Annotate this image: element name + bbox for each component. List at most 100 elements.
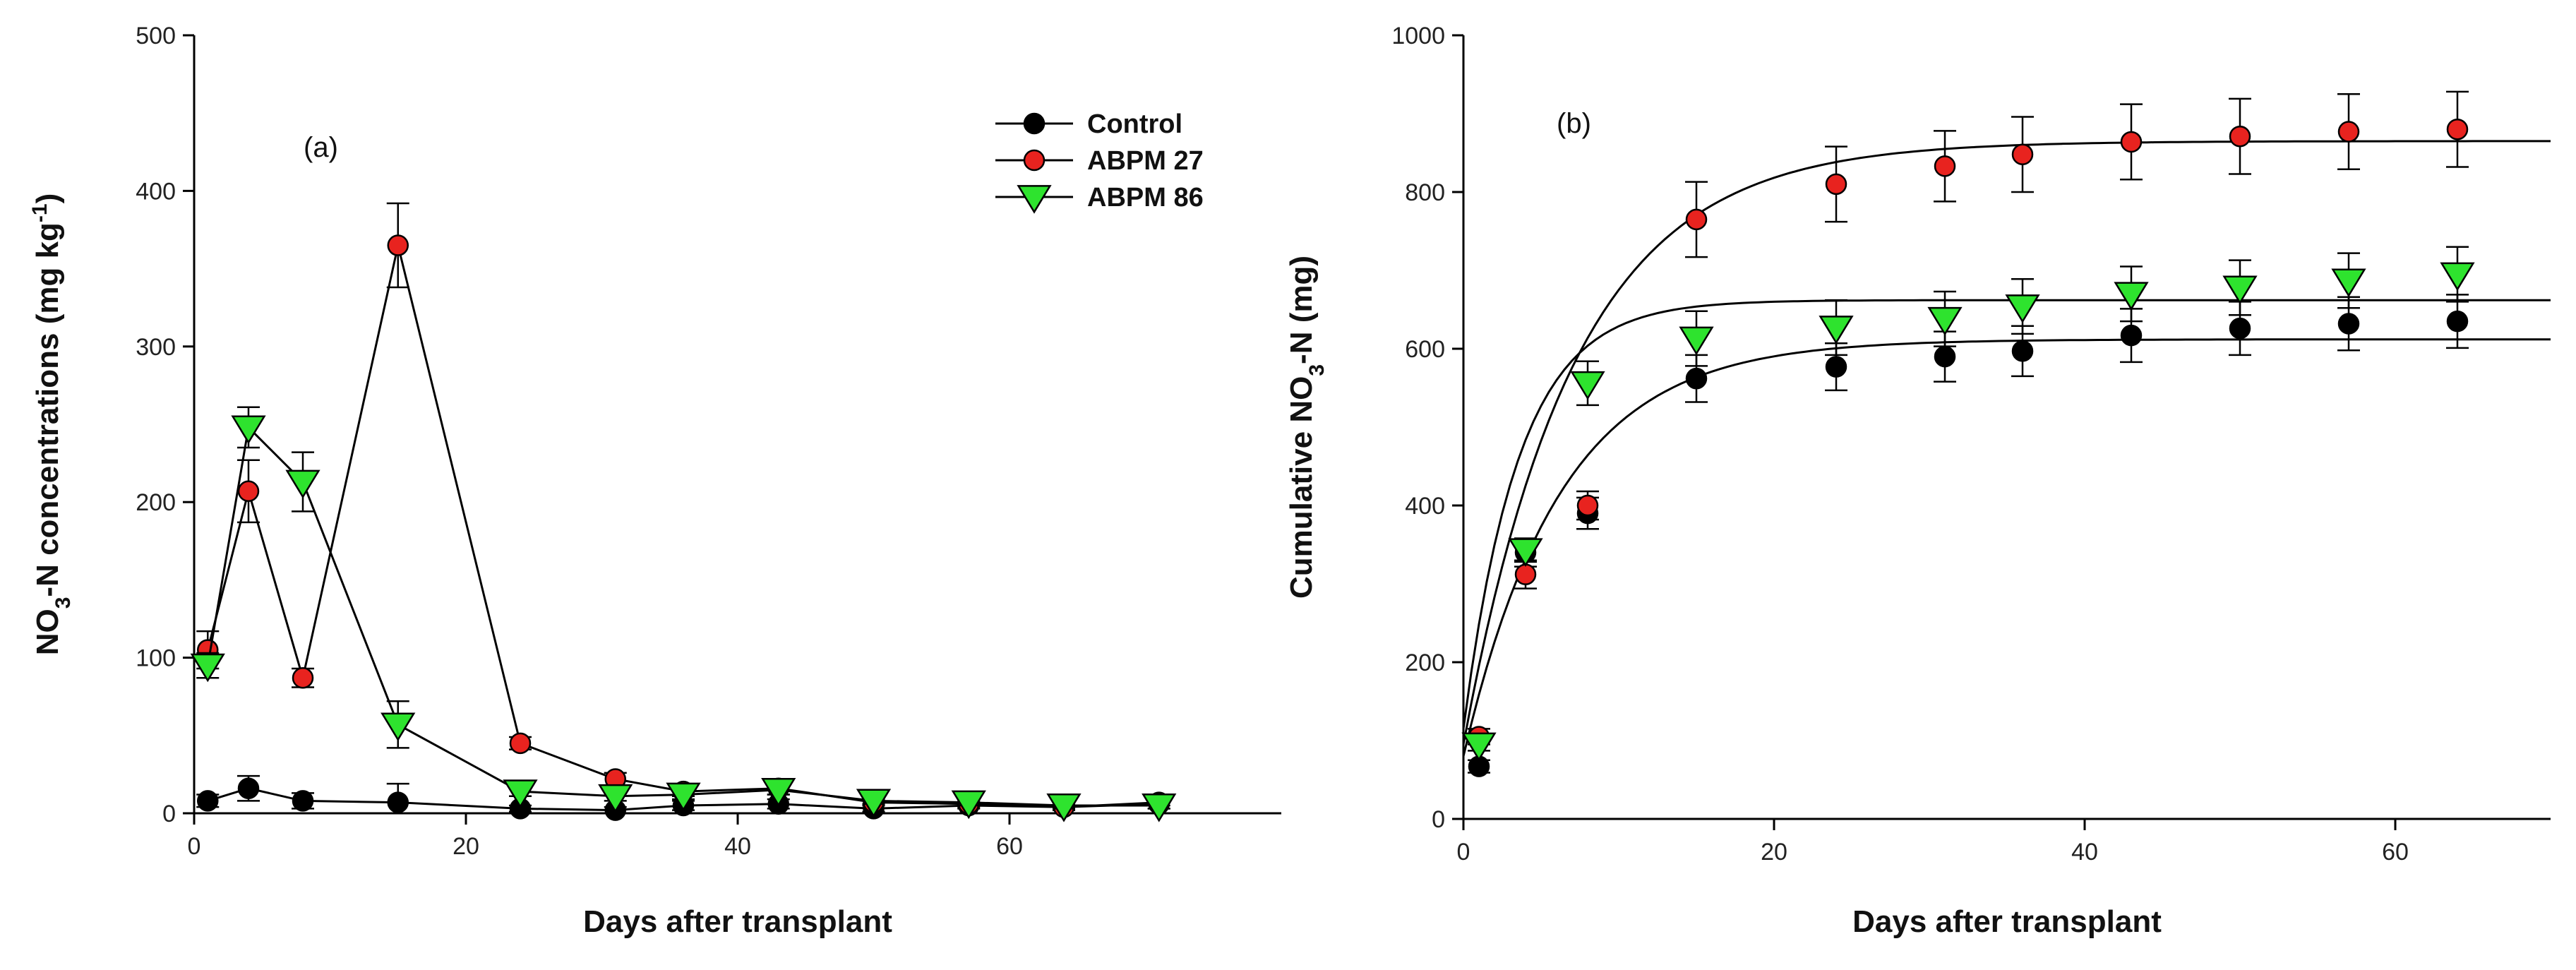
series-abpm-86 [1461,246,2475,762]
legend-label: ABPM 86 [1087,183,1204,212]
fit-curve [1462,338,2551,757]
data-point [1570,371,1605,400]
data-point [598,784,633,813]
data-point [1934,155,1956,177]
series-abpm-27 [196,202,1170,818]
data-point [1819,316,1854,345]
data-point [856,789,892,818]
data-point [2337,121,2360,143]
y-tick-label-a: 100 [136,645,176,672]
x-tick-label-b: 20 [1761,839,1787,866]
y-tick-label-a: 300 [136,334,176,361]
y-axis-title-part: -N (mg) [1284,256,1319,364]
data-point [2120,324,2143,347]
data-point [387,234,409,256]
data-point [951,790,986,820]
data-point [2337,313,2360,335]
x-tick-label-a: 20 [453,833,479,860]
data-point [2229,125,2251,148]
y-tick-label-b: 600 [1405,336,1445,363]
y-tick-label-a: 400 [136,178,176,205]
legend-marker [1017,185,1052,214]
y-tick-label-b: 200 [1405,649,1445,676]
x-tick-label-a: 40 [724,833,751,860]
data-point [503,779,538,808]
data-point [2005,294,2040,323]
data-point [231,415,266,445]
data-point [381,712,416,742]
series-line [206,425,1159,807]
data-point [237,480,260,503]
data-point [1142,794,1177,822]
data-point [1461,732,1497,762]
series-line [206,245,1159,808]
data-point [387,791,409,813]
data-point [1825,356,1847,378]
panel-label-b: (b) [1557,108,1591,139]
legend-marker [1023,149,1046,172]
data-point [1934,345,1956,368]
y-axis-title-part: 3 [1305,364,1329,376]
data-point [666,782,701,812]
fit-curve [1462,299,2551,729]
y-axis-title-part: NO [30,609,65,655]
data-point [190,653,225,683]
y-tick-label-a: 500 [136,23,176,49]
data-point [2440,262,2475,292]
y-tick-label-b: 1000 [1391,23,1445,49]
data-point [292,667,314,689]
series-abpm-27 [1468,90,2469,748]
y-tick-label-a: 200 [136,489,176,516]
panel-label-a: (a) [304,132,338,163]
x-axis-title-a: Days after transplant [583,904,892,939]
x-tick-label-b: 40 [2071,839,2098,866]
data-point [1927,306,1963,336]
y-axis-title-part: -1 [28,203,52,222]
fit-curve [1462,140,2551,745]
data-point [2222,275,2258,305]
data-point [509,732,532,755]
series-control [1468,294,2469,777]
x-axis-title-b: Days after transplant [1852,904,2162,939]
x-tick-label-a: 0 [188,833,201,860]
y-axis-title-part: 3 [52,597,75,609]
y-tick-label-b: 0 [1432,806,1445,833]
data-point [2120,131,2143,153]
y-tick-label-a: 0 [162,801,176,827]
x-tick-label-b: 60 [2382,839,2409,866]
data-point [1514,563,1537,585]
data-point [1576,494,1599,517]
data-point [2011,143,2034,165]
y-tick-label-b: 800 [1405,179,1445,206]
legend-label: Control [1087,109,1182,139]
data-point [1825,173,1847,196]
y-tick-label-b: 400 [1405,493,1445,520]
data-point [2114,282,2149,311]
y-axis-title-part: -N concentrations (mg kg [30,222,65,597]
data-point [2011,340,2034,362]
data-point [292,790,314,812]
y-axis-title-part: Cumulative NO [1284,376,1319,599]
data-point [1685,367,1708,390]
data-point [285,469,320,499]
legend-a: Control ABPM 27 ABPM 86 [995,109,1204,214]
data-point [1685,208,1708,231]
legend-marker [1023,112,1046,135]
data-point [2446,118,2469,140]
data-point [2229,317,2251,340]
chart-panel-b: (b) Days after transplant Cumulative NO3… [1284,23,2551,939]
chart-panel-a: (a) Days after transplant NO3-N concentr… [28,23,1281,939]
x-tick-label-a: 60 [996,833,1023,860]
data-point [1679,326,1714,356]
x-tick-label-b: 0 [1457,839,1470,866]
data-point [2446,310,2469,333]
data-point [761,778,796,807]
data-point [2331,268,2366,298]
y-axis-title-b: Cumulative NO3-N (mg) [1284,256,1329,599]
series-abpm-86 [190,406,1177,822]
data-point [237,777,260,799]
y-axis-title-part: ) [30,193,65,204]
data-point [197,790,219,812]
legend-label: ABPM 27 [1087,146,1204,176]
